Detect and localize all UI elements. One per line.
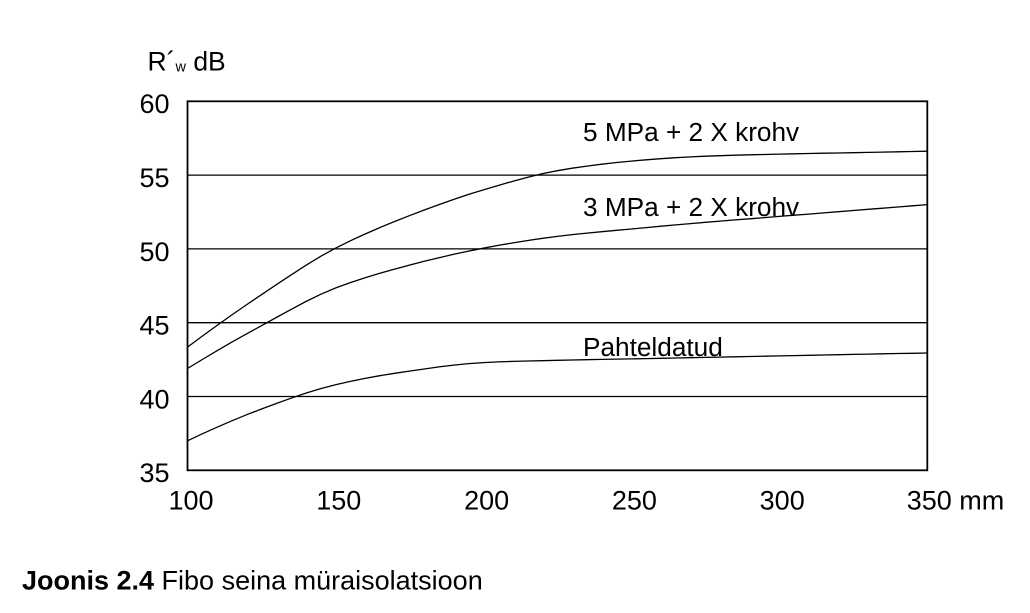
svg-text:50: 50	[139, 237, 169, 267]
svg-text:45: 45	[139, 311, 169, 341]
svg-text:Joonis 2.4 Fibo seina müraisol: Joonis 2.4 Fibo seina müraisolatsioon	[22, 565, 483, 595]
svg-text:5 MPa + 2 X krohv: 5 MPa + 2 X krohv	[583, 117, 799, 147]
svg-text:R´w dB: R´w dB	[148, 47, 226, 77]
svg-text:Pahteldatud: Pahteldatud	[583, 332, 723, 362]
svg-text:200: 200	[464, 486, 509, 516]
svg-text:250: 250	[612, 486, 657, 516]
svg-text:55: 55	[139, 163, 169, 193]
svg-text:3 MPa + 2 X krohv: 3 MPa + 2 X krohv	[583, 192, 799, 222]
svg-text:100: 100	[168, 486, 213, 516]
svg-text:300: 300	[760, 486, 805, 516]
svg-text:350 mm: 350 mm	[907, 486, 1005, 516]
svg-text:40: 40	[139, 384, 169, 414]
svg-text:35: 35	[139, 458, 169, 488]
svg-text:60: 60	[139, 89, 169, 119]
svg-text:150: 150	[316, 486, 361, 516]
